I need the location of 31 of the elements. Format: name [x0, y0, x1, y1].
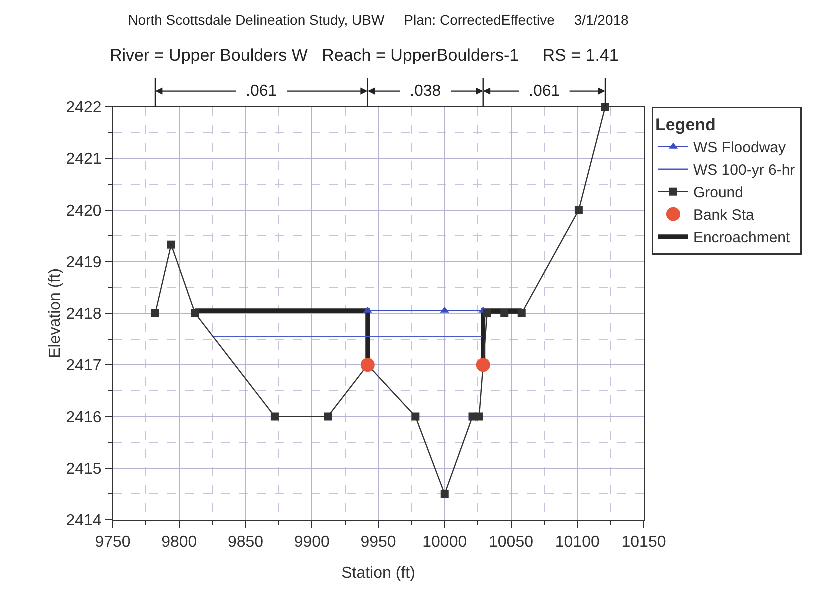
text: .061 — [529, 83, 560, 100]
legend-label: Ground — [693, 184, 744, 202]
x-tick-label: 9800 — [162, 534, 198, 552]
legend-title: Legend — [655, 116, 716, 135]
x-axis-title: Station (ft) — [342, 565, 416, 582]
x-tick-label: 10100 — [555, 534, 600, 552]
x-tick-label: 9750 — [95, 534, 131, 552]
x-tick-label: 10150 — [622, 534, 666, 552]
legend-label: WS 100-yr 6-hr — [693, 162, 796, 180]
legend-label: Bank Sta — [693, 207, 755, 224]
text: .038 — [410, 83, 442, 100]
y-tick-label: 2415 — [66, 460, 102, 478]
y-tick-label: 2417 — [66, 358, 102, 375]
x-tick-label: 9900 — [294, 534, 330, 552]
chart-subtitle: River = Upper Boulders W Reach = UpperBoulders-1 RS = 1.41 — [110, 46, 619, 65]
y-tick-label: 2414 — [66, 512, 102, 530]
y-tick-label: 2418 — [66, 306, 102, 324]
y-tick-label: 2421 — [66, 151, 102, 168]
legend-label: Encroachment — [693, 230, 792, 247]
x-tick-label: 10050 — [489, 534, 534, 552]
y-tick-label: 2420 — [66, 202, 102, 220]
x-tick-label: 10000 — [422, 534, 468, 552]
x-tick-label: 9950 — [360, 534, 396, 552]
y-tick-label: 2422 — [66, 100, 102, 117]
legend-label: WS Floodway — [693, 140, 786, 157]
y-tick-label: 2416 — [66, 409, 102, 426]
y-axis-title: Elevation (ft) — [47, 268, 64, 358]
y-tick-label: 2419 — [66, 254, 102, 272]
chart-title: North Scottsdale Delineation Study, UBW Plan: CorrectedEffective 3/1/2018 — [128, 12, 630, 28]
text: .061 — [246, 83, 278, 100]
x-tick-label: 9850 — [228, 534, 264, 552]
